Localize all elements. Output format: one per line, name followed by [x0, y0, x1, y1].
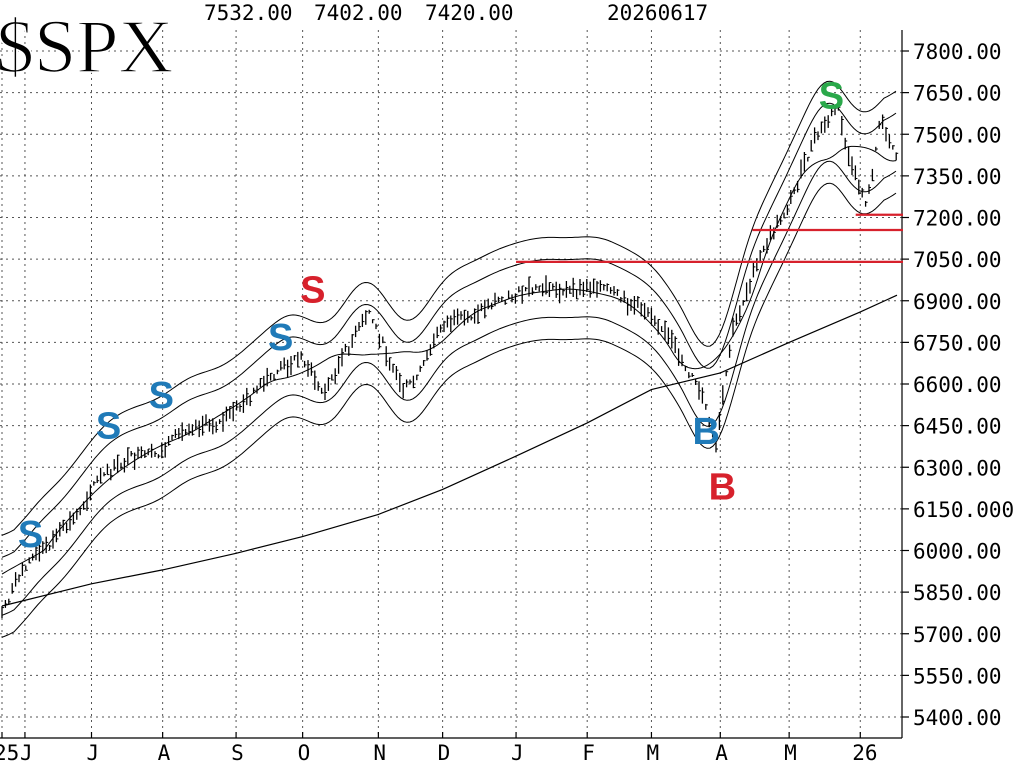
signal-label: B — [709, 467, 736, 509]
header-date: 20260617 — [607, 1, 708, 25]
signal-label: S — [18, 514, 43, 556]
moving-average-layer — [1, 294, 898, 607]
y-tick-label: 6150.000 — [913, 498, 1014, 522]
x-tick-label: M — [784, 741, 797, 762]
chart-grid — [0, 30, 903, 739]
y-tick-label: 7500.00 — [913, 123, 1002, 147]
x-tick-label: A — [158, 741, 171, 762]
y-tick-label: 5400.00 — [913, 706, 1002, 730]
y-tick-label: 7050.00 — [913, 248, 1002, 272]
y-tick-label: 5700.00 — [913, 623, 1002, 647]
bollinger-bands — [1, 80, 897, 638]
y-tick-label: 6600.00 — [913, 373, 1002, 397]
y-axis-tick-labels: 5400.00 5550.00 5700.00 5850.00 6000.00 6150.… — [902, 40, 1014, 730]
x-tick-label: S — [231, 741, 244, 762]
x-tick-label: J — [20, 741, 33, 762]
y-tick-label: 6000.00 — [913, 540, 1002, 564]
band-line-3 — [1, 160, 897, 616]
y-tick-label: 6300.00 — [913, 456, 1002, 480]
signal-label: S — [268, 317, 293, 359]
y-tick-label: 7350.00 — [913, 165, 1002, 189]
header-high: 7532.00 — [204, 1, 293, 25]
header-last: 7420.00 — [425, 1, 514, 25]
resistance-lines — [516, 213, 903, 263]
x-axis-tick-labels: 25 J J A S O N D J F M A M 26 — [0, 732, 878, 762]
short-moving-average-line — [1, 145, 897, 575]
y-tick-label: 6900.00 — [913, 290, 1002, 314]
y-tick-label: 5550.00 — [913, 664, 1002, 688]
signal-label: B — [693, 411, 720, 453]
signal-label: S — [819, 75, 844, 117]
x-tick-label: D — [438, 741, 451, 762]
x-tick-label: O — [298, 741, 311, 762]
y-tick-label: 7800.00 — [913, 40, 1002, 64]
signal-label: S — [300, 270, 325, 312]
x-tick-label: A — [715, 741, 728, 762]
x-tick-label: F — [582, 741, 595, 762]
price-bars — [1, 106, 899, 619]
x-tick-label: 26 — [852, 741, 877, 762]
signal-label: S — [96, 406, 121, 448]
band-line-2 — [1, 102, 897, 558]
y-tick-label: 7200.00 — [913, 207, 1002, 231]
x-tick-label: J — [87, 741, 100, 762]
band-line-4 — [1, 182, 897, 638]
signal-label: S — [149, 375, 174, 417]
x-tick-label: N — [373, 741, 386, 762]
y-tick-label: 7650.00 — [913, 82, 1002, 106]
chart-title: $SPX — [0, 5, 173, 89]
x-tick-label: J — [511, 741, 524, 762]
x-tick-label: M — [646, 741, 659, 762]
moving-average-200-line — [1, 294, 898, 607]
x-tick-label: 25 — [0, 741, 19, 762]
y-tick-label: 5850.00 — [913, 581, 1002, 605]
header-low: 7402.00 — [314, 1, 403, 25]
y-tick-label: 6750.00 — [913, 331, 1002, 355]
band-line-1 — [1, 80, 897, 536]
y-tick-label: 6450.00 — [913, 415, 1002, 439]
